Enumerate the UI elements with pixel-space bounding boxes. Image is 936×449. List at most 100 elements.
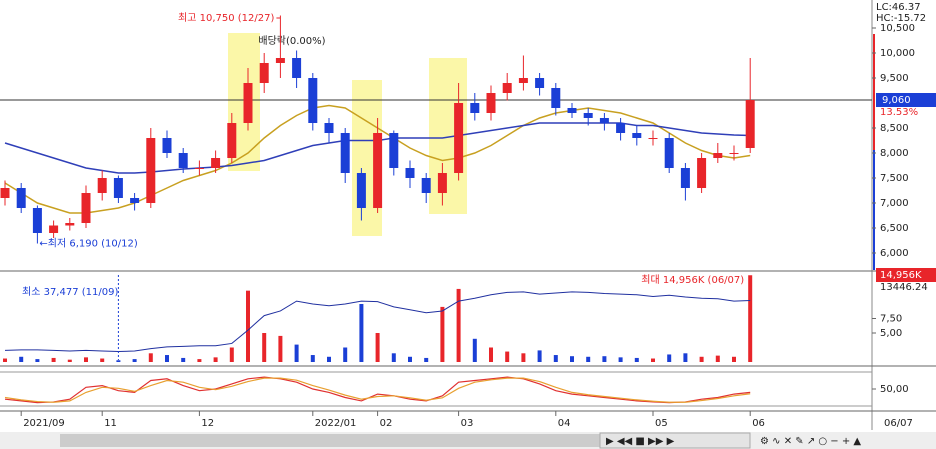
candle-body: [713, 153, 723, 158]
candle-body: [16, 188, 26, 208]
x-tick-label: 05: [655, 418, 668, 429]
candle-body: [486, 93, 496, 113]
volume-bar: [262, 333, 267, 362]
y-tick-label: 9,500: [880, 73, 909, 84]
y-tick-label: 6,000: [880, 248, 909, 259]
volume-bar: [294, 344, 299, 362]
candle-body: [437, 173, 447, 193]
volume-bar: [148, 353, 153, 362]
volume-bar: [748, 275, 753, 362]
volume-bar: [408, 356, 412, 362]
volume-bar: [586, 356, 591, 362]
lc-label: LC:46.37: [876, 2, 921, 13]
volume-bar: [699, 356, 704, 362]
candle-body: [275, 58, 285, 63]
candle-body: [405, 168, 415, 178]
volume-bar: [667, 354, 672, 362]
x-tick-label: 2021/09: [23, 418, 65, 429]
indicator-line: [4, 377, 751, 403]
volume-ma-label: 13446.24: [880, 282, 928, 293]
y-tick-label: 8,000: [880, 148, 909, 159]
volume-bar: [35, 359, 40, 362]
y-tick-label: 7,50: [880, 314, 902, 325]
volume-bar: [440, 306, 445, 362]
candle-body: [243, 83, 253, 123]
x-end-label: 06/07: [884, 418, 913, 429]
nav-buttons[interactable]: [599, 432, 751, 449]
volume-bar: [213, 357, 218, 362]
scroll-thumb[interactable]: [60, 434, 600, 447]
candle-body: [49, 225, 59, 233]
candle-body: [616, 123, 626, 133]
x-tick-label: 12: [201, 418, 214, 429]
x-tick-label: 04: [558, 418, 571, 429]
candle-body: [194, 168, 204, 169]
volume-bar: [489, 347, 493, 362]
volume-bar: [343, 347, 348, 362]
candle-body: [81, 193, 91, 223]
tool-icons[interactable]: ⚙ ∿ ✕ ✎ ↗ ○ − + ▲: [760, 436, 861, 447]
volume-bar: [391, 353, 396, 362]
high-note: 최고 10,750 (12/27): [178, 12, 274, 24]
candle-body: [211, 158, 221, 168]
candle-body: [680, 168, 690, 188]
volume-bar: [165, 355, 169, 362]
volume-bar: [132, 359, 137, 362]
volume-bar: [732, 356, 736, 362]
candle-body: [356, 173, 366, 208]
y-tick-label: 5,00: [880, 328, 902, 339]
volume-bar: [618, 357, 623, 362]
candle-body: [502, 83, 512, 93]
volume-bar: [84, 357, 88, 362]
candle-body: [97, 178, 107, 193]
candle-body: [130, 198, 140, 203]
volume-bar: [521, 353, 526, 362]
indicator-line: [4, 291, 751, 353]
candle-body: [729, 153, 739, 154]
candle-body: [308, 78, 318, 123]
volume-bar: [375, 333, 380, 362]
candle-body: [599, 118, 609, 123]
x-tick-label: 03: [461, 418, 474, 429]
volume-bar: [651, 358, 655, 362]
candle-body: [324, 123, 334, 133]
volume-bar: [359, 304, 364, 362]
y-tick-label: 7,000: [880, 198, 909, 209]
volume-bar: [246, 290, 250, 362]
x-tick-label: 06: [752, 418, 765, 429]
candle-body: [340, 133, 350, 173]
volume-bar: [327, 356, 331, 362]
volume-bar: [634, 357, 639, 362]
current-price-label: 9,060: [882, 95, 911, 106]
volume-bar: [181, 357, 186, 362]
hc-label: HC:-15.72: [876, 13, 926, 24]
candle-body: [292, 58, 302, 78]
volume-bar: [715, 355, 720, 362]
volume-bar: [197, 359, 202, 362]
y-tick-label: 10,000: [880, 48, 915, 59]
volume-bar: [229, 347, 234, 362]
candle-body: [162, 138, 172, 153]
volume-bar: [116, 360, 121, 362]
candle-body: [421, 178, 431, 193]
volume-bar: [456, 288, 461, 362]
y-tick-label: 8,500: [880, 123, 909, 134]
candle-body: [648, 138, 658, 139]
low-note: ←최저 6,190 (10/12): [39, 238, 137, 250]
volume-box: [876, 268, 936, 282]
volume-bar: [505, 351, 510, 362]
volume-bar: [19, 356, 24, 362]
volume-bar: [570, 356, 574, 362]
y-tick-label: 50,00: [880, 384, 909, 395]
x-tick-label: 11: [104, 418, 117, 429]
candle-body: [178, 153, 188, 168]
min-note: 최소 37,477 (11/09): [22, 286, 118, 298]
volume-bar: [537, 350, 542, 362]
candle-body: [567, 108, 577, 113]
volume-bar: [683, 353, 688, 362]
indicator-line: [4, 376, 751, 404]
price-box: [876, 93, 936, 107]
nav-icon[interactable]: ▶ ◀◀ ■ ▶▶ ▶: [606, 436, 675, 447]
